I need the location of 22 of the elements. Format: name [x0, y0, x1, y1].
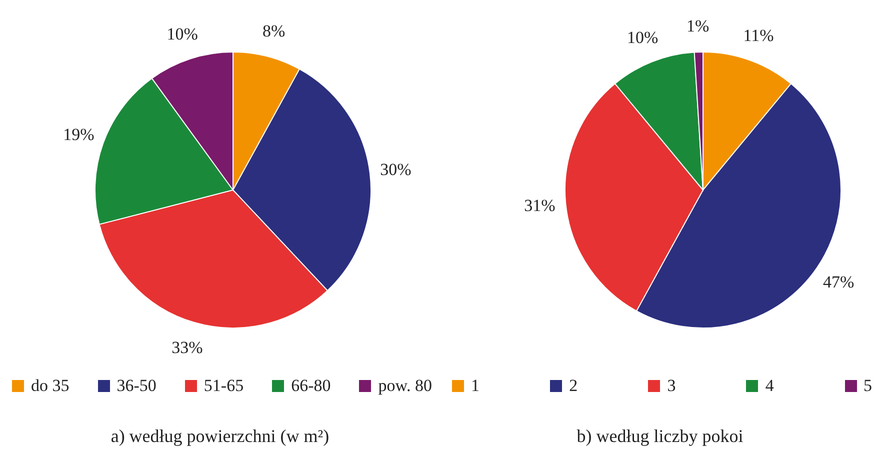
- data-label: 11%: [743, 26, 774, 46]
- data-label: 31%: [524, 196, 556, 215]
- legend-label: 51-65: [202, 376, 244, 396]
- legend-label: 36-50: [116, 376, 156, 396]
- data-label: 10%: [627, 28, 658, 48]
- data-label: 30%: [380, 160, 412, 179]
- legend-label: 2: [568, 376, 578, 396]
- text: b) według liczby pokoi: [576, 426, 744, 447]
- text: a) według powierzchni (w m²): [110, 426, 330, 447]
- data-label: 33%: [172, 338, 203, 357]
- legend-label: do 35: [30, 376, 70, 396]
- data-label: 10%: [166, 24, 198, 44]
- data-label: 19%: [63, 124, 94, 144]
- legend-label: 3: [666, 376, 676, 396]
- data-label: 47%: [823, 272, 854, 292]
- legend-label: 1: [470, 376, 480, 396]
- legend-label: pow. 80: [377, 376, 432, 396]
- legend-label: 4: [764, 376, 774, 396]
- data-label: 1%: [686, 16, 710, 36]
- legend-label: 66-80: [290, 376, 331, 396]
- legend-label: 5: [862, 376, 872, 396]
- data-label: 8%: [262, 22, 286, 41]
